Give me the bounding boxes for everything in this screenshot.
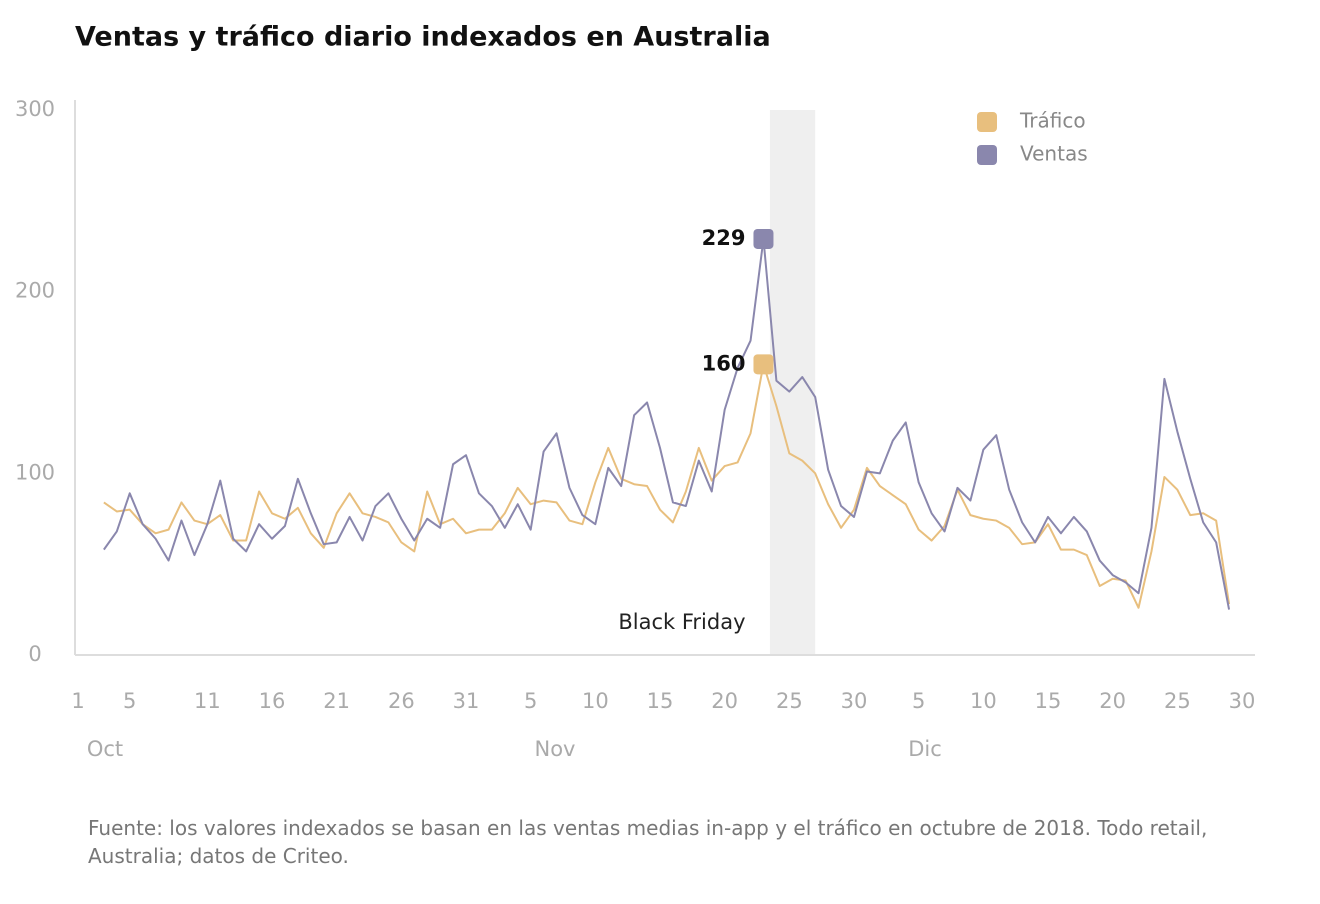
- month-label: Nov: [535, 737, 576, 761]
- x-tick-label: 20: [1099, 689, 1126, 713]
- x-tick-label: 21: [323, 689, 350, 713]
- x-tick-label: 5: [123, 689, 136, 713]
- x-tick-label: 10: [970, 689, 997, 713]
- legend-swatch: [977, 112, 997, 132]
- highlight-label: Black Friday: [618, 610, 745, 634]
- legend-label: Ventas: [1020, 142, 1088, 166]
- x-tick-label: 25: [776, 689, 803, 713]
- x-tick-label: 26: [388, 689, 415, 713]
- highlight-band: [769, 110, 816, 655]
- x-tick-label: 11: [194, 689, 221, 713]
- x-tick-label: 1: [71, 689, 84, 713]
- peak-marker: [753, 354, 774, 375]
- x-tick-label: 31: [453, 689, 480, 713]
- x-tick-label: 25: [1164, 689, 1191, 713]
- x-tick-label: 5: [912, 689, 925, 713]
- y-tick-label: 200: [15, 279, 55, 303]
- month-label: Oct: [87, 737, 123, 761]
- series-line: [103, 363, 1231, 609]
- month-label: Dic: [908, 737, 942, 761]
- legend-label: Tráfico: [1019, 109, 1086, 133]
- x-tick-label: 20: [711, 689, 738, 713]
- peak-marker: [753, 228, 774, 249]
- chart: Ventas y tráfico diario indexados en Aus…: [15, 22, 1256, 762]
- x-tick-label: 5: [524, 689, 537, 713]
- source-note: Fuente: los valores indexados se basan e…: [88, 816, 1208, 868]
- chart-title: Ventas y tráfico diario indexados en Aus…: [75, 22, 771, 53]
- x-tick-label: 16: [259, 689, 286, 713]
- y-tick-label: 0: [28, 642, 41, 666]
- y-tick-label: 300: [15, 97, 55, 121]
- series-line: [103, 237, 1231, 610]
- peak-label: 229: [702, 226, 746, 250]
- x-tick-label: 30: [841, 689, 868, 713]
- x-tick-label: 15: [647, 689, 674, 713]
- x-tick-label: 30: [1229, 689, 1256, 713]
- x-tick-label: 10: [582, 689, 609, 713]
- legend-swatch: [977, 145, 997, 165]
- x-tick-label: 15: [1035, 689, 1062, 713]
- peak-label: 160: [702, 351, 746, 375]
- y-tick-label: 100: [15, 460, 55, 484]
